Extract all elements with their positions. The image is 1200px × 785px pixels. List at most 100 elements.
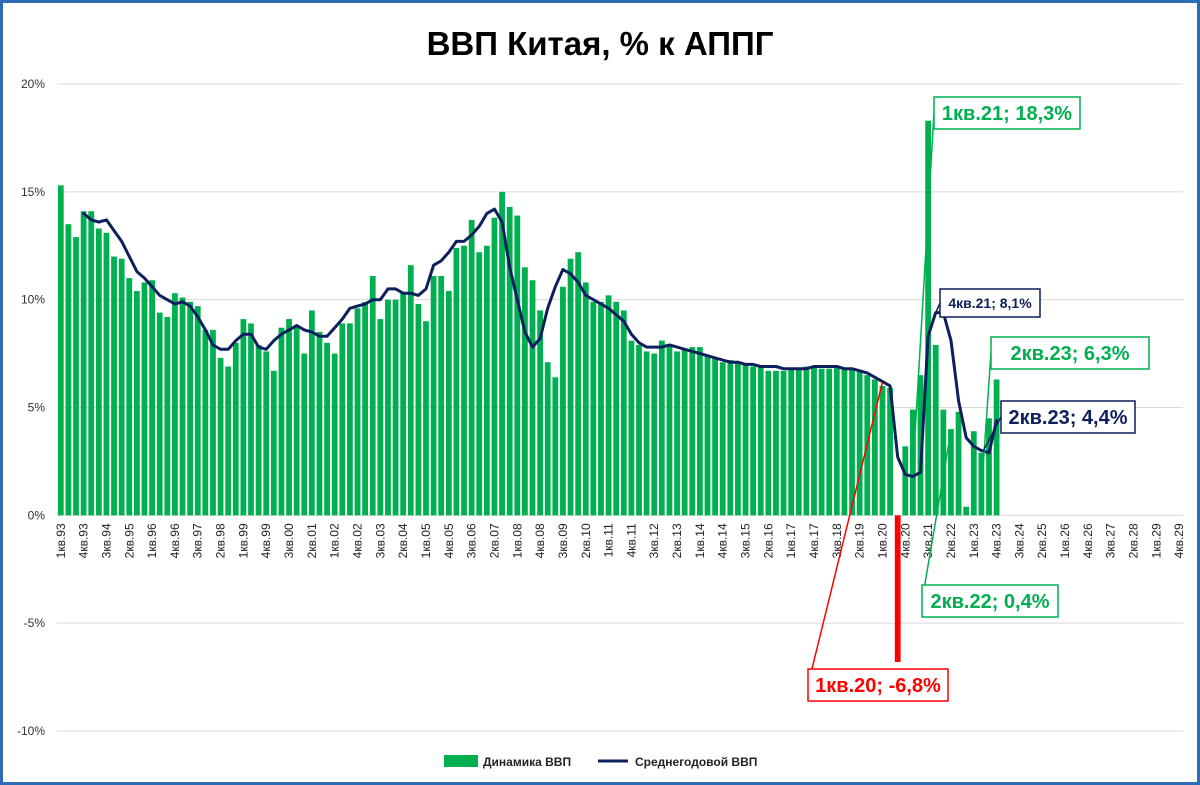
bar (400, 293, 407, 516)
bar (217, 357, 224, 516)
bar (133, 291, 140, 516)
bar (286, 319, 292, 516)
bar (605, 295, 612, 516)
bar (316, 332, 323, 516)
x-tick-label: 2кв.10 (579, 523, 593, 558)
bar (552, 377, 559, 516)
bar (902, 446, 909, 516)
bar (308, 310, 315, 516)
bar (80, 211, 87, 516)
bar (803, 366, 810, 516)
x-tick-label: 1кв.26 (1058, 523, 1072, 558)
bar (369, 275, 376, 516)
bar (590, 301, 597, 516)
bar (423, 321, 429, 516)
bar (149, 280, 155, 516)
x-tick-label: 1кв.96 (145, 523, 159, 558)
bar (141, 282, 148, 516)
bar (202, 329, 209, 516)
bar (270, 370, 277, 516)
y-tick-label: 10% (21, 293, 45, 307)
legend-swatch-bar (444, 755, 478, 767)
bar (248, 323, 254, 516)
bar (674, 351, 680, 516)
x-tick-label: 3кв.09 (556, 523, 570, 558)
bar (499, 191, 505, 516)
x-tick-label: 3кв.18 (830, 523, 844, 558)
annotation-box (921, 584, 1059, 618)
bar (750, 366, 757, 516)
bar (636, 344, 642, 516)
bar (438, 275, 445, 516)
bar (879, 385, 886, 516)
bar (986, 418, 992, 516)
bar (415, 303, 422, 516)
bar (362, 301, 369, 516)
y-tick-label: 15% (21, 185, 45, 199)
x-tick-label: 2кв.16 (761, 523, 775, 558)
annotation-label: 1кв.20; -6,8% (815, 675, 941, 697)
bar (849, 368, 855, 516)
bar (925, 120, 932, 516)
x-tick-label: 2кв.04 (396, 523, 410, 558)
bar (575, 252, 582, 516)
bar (172, 293, 178, 516)
bar (719, 362, 726, 516)
chart-title: ВВП Китая, % к АППГ (427, 25, 774, 62)
bar (73, 237, 79, 516)
legend: Динамика ВВП Среднегодовой ВВП (444, 755, 757, 769)
x-tick-label: 2кв.98 (214, 523, 228, 558)
bar (194, 306, 201, 516)
bar (658, 340, 665, 516)
x-tick-label: 2кв.19 (853, 523, 867, 558)
bar (392, 299, 399, 516)
x-tick-label: 1кв.93 (54, 523, 68, 558)
x-tick-label: 2кв.25 (1035, 523, 1049, 558)
bar (871, 379, 878, 516)
bar (331, 353, 338, 516)
bar (940, 409, 947, 516)
x-tick-label: 4кв.11 (624, 523, 638, 557)
bar (103, 232, 110, 516)
bar (681, 349, 688, 516)
x-tick-label: 1кв.20 (875, 523, 889, 558)
x-tick-label: 4кв.05 (442, 523, 456, 558)
annotation-box (990, 336, 1150, 370)
bar (818, 368, 825, 516)
bar (833, 366, 840, 516)
x-tick-label: 4кв.29 (1172, 523, 1186, 558)
bar-layer (57, 120, 1000, 662)
bar (377, 319, 384, 516)
bar (582, 282, 589, 516)
bar (955, 411, 962, 516)
bar (529, 280, 536, 516)
annotation-leader (982, 352, 992, 463)
bar (385, 299, 391, 516)
y-tick-label: -10% (17, 724, 45, 738)
bar (301, 353, 308, 516)
bar (255, 344, 262, 516)
bar (126, 278, 133, 516)
x-tick-label: 2кв.01 (305, 523, 319, 558)
bar (689, 347, 696, 516)
bar (354, 308, 361, 516)
annotation-box (1000, 400, 1136, 434)
x-tick-label: 1кв.23 (967, 523, 981, 558)
bar (164, 316, 171, 516)
x-tick-label: 4кв.26 (1081, 523, 1095, 558)
ytick-layer: -10% -5% 0% 5% 10% 15% 20% (17, 77, 45, 738)
bar (210, 329, 216, 516)
bar (666, 344, 673, 516)
x-tick-label: 2кв.95 (122, 523, 136, 558)
x-tick-label: 4кв.02 (351, 523, 365, 558)
bar (620, 310, 627, 516)
bar (628, 340, 635, 516)
annotation-box (807, 668, 949, 702)
bar (613, 301, 620, 516)
bar (735, 362, 741, 516)
bar (111, 256, 117, 516)
bar (567, 258, 574, 516)
bar (118, 258, 125, 516)
bar (514, 215, 521, 516)
